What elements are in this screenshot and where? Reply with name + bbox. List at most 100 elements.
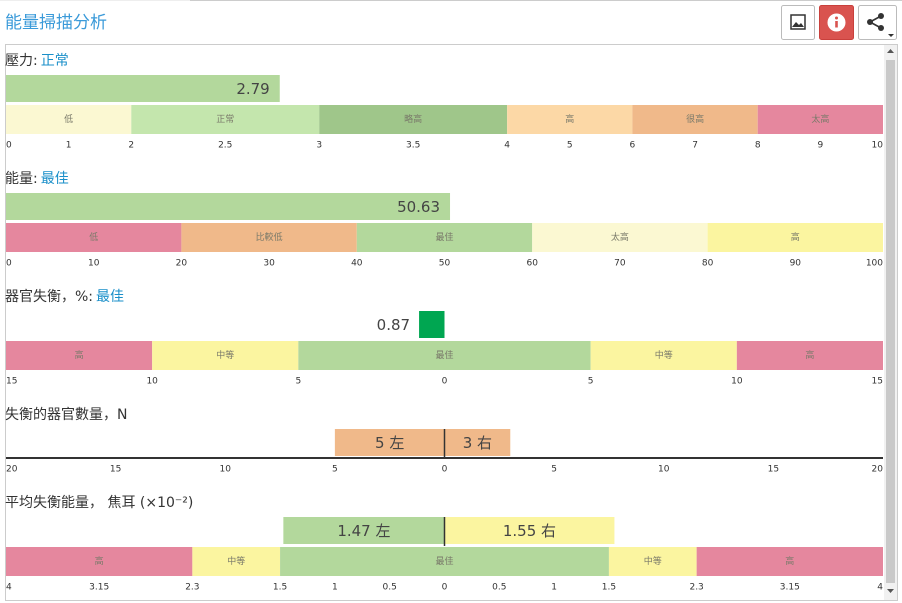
x-tick-label: 4 — [877, 583, 883, 593]
value-bar — [419, 311, 445, 338]
gauge-label: 能量: 最佳 — [5, 171, 69, 187]
x-tick-label: 20 — [872, 465, 884, 475]
x-tick-label: 15 — [6, 377, 17, 387]
zone — [696, 547, 883, 576]
zone-label: 高 — [791, 231, 800, 243]
zone-label: 中等 — [227, 555, 245, 567]
zone — [632, 105, 758, 134]
x-tick-label: 3.15 — [780, 583, 800, 593]
zone-label: 太高 — [811, 113, 829, 125]
x-tick-label: 20 — [176, 259, 188, 269]
zone-label: 高 — [805, 349, 814, 361]
x-tick-label: 10 — [88, 259, 100, 269]
zone — [507, 105, 633, 134]
value-bar — [6, 193, 451, 220]
value-bar — [444, 517, 615, 544]
gauge-label: 壓力: 正常 — [5, 53, 69, 69]
x-tick-label: 5 — [567, 141, 573, 151]
x-tick-label: 80 — [702, 259, 714, 269]
zone — [280, 547, 609, 576]
gauge-label: 失衡的器官數量，N — [5, 407, 127, 423]
gauge: 平均失衡能量， 焦耳 (×10⁻²) 1.47 左 1.55 右高 中等 最佳 中等 高 4 3… — [5, 495, 883, 593]
content-frame — [5, 44, 898, 601]
share-button[interactable] — [858, 5, 897, 40]
x-tick-label: 15 — [768, 465, 779, 475]
zone — [298, 341, 591, 370]
x-tick-label: 0 — [6, 141, 12, 151]
x-tick-label: 3.5 — [406, 141, 420, 151]
x-tick-label: 40 — [351, 259, 363, 269]
x-tick-label: 10 — [146, 377, 158, 387]
x-tick-label: 7 — [692, 141, 698, 151]
scrollbar[interactable] — [884, 45, 897, 600]
gauge: 器官失衡，%: 最佳0.87高 中等 最佳 中等 高15 10 5 0 5 10 15 — [5, 289, 883, 387]
zone-label: 高 — [75, 349, 84, 361]
zone-label: 高 — [565, 113, 574, 125]
zone — [590, 341, 737, 370]
zone-label: 中等 — [216, 349, 234, 361]
x-tick-label: 2 — [128, 141, 134, 151]
x-tick-label: 30 — [263, 259, 275, 269]
value-label: 1.55 右 — [503, 522, 556, 540]
x-tick-label: 5 — [332, 465, 338, 475]
zone-label: 最佳 — [435, 231, 453, 243]
label-text: 器官失衡，%: — [5, 289, 93, 305]
x-tick-label: 2.5 — [218, 141, 232, 151]
status: 最佳 — [41, 171, 69, 187]
image-button[interactable] — [781, 5, 815, 40]
label-text: 失衡的器官數量，N — [5, 407, 127, 423]
gauge: 壓力: 正常2.79低 正常 略高高很高 太高0 1 2 2.5 3 3.5 4 5 6 7 8 9 10 — [5, 53, 883, 151]
x-tick-label: 9 — [817, 141, 823, 151]
zone — [152, 341, 299, 370]
value-label: 0.87 — [377, 316, 410, 334]
info-button[interactable] — [819, 5, 854, 40]
x-tick-label: 10 — [872, 141, 884, 151]
x-tick-label: 5 — [551, 465, 557, 475]
value-label: 1.47 左 — [337, 522, 390, 540]
x-tick-label: 1 — [332, 583, 338, 593]
x-tick-label: 10 — [658, 465, 670, 475]
zone-label: 太高 — [611, 231, 629, 243]
value-bar — [6, 75, 280, 102]
x-tick-label: 3.15 — [89, 583, 109, 593]
x-tick-label: 0 — [442, 377, 448, 387]
x-tick-label: 10 — [731, 377, 743, 387]
value-bar — [334, 429, 445, 456]
status: 正常 — [41, 53, 69, 69]
zone — [131, 105, 320, 134]
x-tick-label: 1.5 — [602, 583, 616, 593]
zone-label: 高 — [785, 555, 794, 567]
value-label: 50.63 — [397, 198, 440, 216]
zone — [707, 223, 883, 252]
zone — [192, 547, 281, 576]
zone — [6, 341, 153, 370]
label-text: 能量: — [5, 171, 38, 187]
x-tick-label: 0.5 — [383, 583, 397, 593]
x-tick-label: 1 — [551, 583, 557, 593]
zone — [757, 105, 883, 134]
gauges: 壓力: 正常2.79低 正常 略高高很高 太高0 1 2 2.5 3 3.5 4 5 6 7 8 9 10能量:… — [5, 53, 883, 593]
zone — [532, 223, 708, 252]
x-tick-label: 5 — [295, 377, 301, 387]
value-bar — [283, 517, 445, 544]
zone-label: 正常 — [216, 113, 234, 125]
zone-label: 略高 — [404, 113, 422, 125]
zone — [6, 547, 193, 576]
status: 最佳 — [96, 289, 124, 305]
zone-label: 低 — [89, 231, 98, 243]
value-label: 5 左 — [375, 434, 404, 452]
zone-label: 最佳 — [435, 555, 453, 567]
x-tick-label: 2.3 — [689, 583, 703, 593]
x-tick-label: 6 — [630, 141, 636, 151]
zone-label: 中等 — [644, 555, 662, 567]
zone — [608, 547, 697, 576]
zone-label: 高 — [95, 555, 104, 567]
x-tick-label: 0 — [442, 465, 448, 475]
x-tick-label: 60 — [526, 259, 538, 269]
zone — [6, 105, 132, 134]
zone-label: 低 — [64, 113, 73, 125]
label-text: 平均失衡能量， 焦耳 (×10⁻²) — [5, 495, 193, 511]
zone-label: 中等 — [655, 349, 673, 361]
value-label: 2.79 — [236, 80, 269, 98]
